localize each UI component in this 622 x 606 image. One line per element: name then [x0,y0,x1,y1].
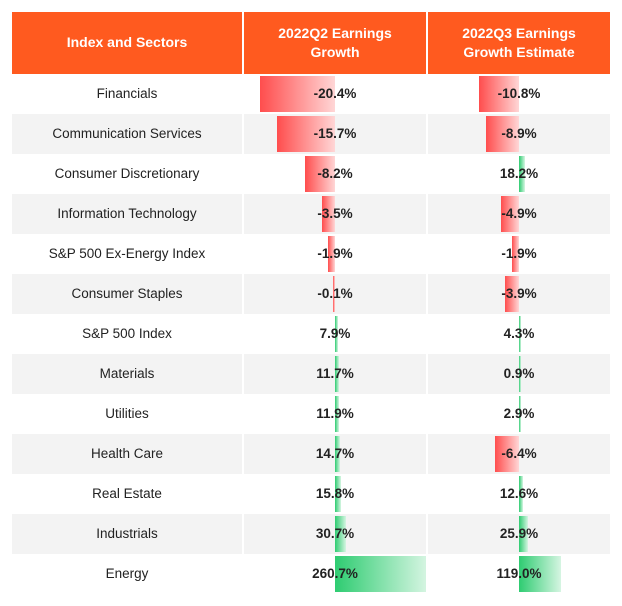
table-row: Real Estate 15.8% 12.6% [12,474,610,514]
sector-cell: S&P 500 Ex-Energy Index [12,234,242,274]
q2-cell: 14.7% [242,434,426,474]
sector-cell: Utilities [12,394,242,434]
q2-cell: 7.9% [242,314,426,354]
sector-cell: Financials [12,74,242,114]
sector-cell: Real Estate [12,474,242,514]
table-row: Consumer Staples -0.1% -3.9% [12,274,610,314]
q2-value: -15.7% [314,126,357,141]
q2-value: -8.2% [317,166,352,181]
header-q3: 2022Q3 Earnings Growth Estimate [426,12,610,74]
q3-value: -10.8% [498,86,541,101]
q2-cell: -20.4% [242,74,426,114]
header-sector: Index and Sectors [12,12,242,74]
q3-cell: -6.4% [426,434,610,474]
q3-value: -6.4% [501,446,536,461]
sector-cell: Health Care [12,434,242,474]
q2-cell: 11.7% [242,354,426,394]
q3-cell: 4.3% [426,314,610,354]
sector-cell: S&P 500 Index [12,314,242,354]
q3-cell: -4.9% [426,194,610,234]
sector-cell: Materials [12,354,242,394]
q3-value: 119.0% [496,566,541,581]
sector-cell: Energy [12,554,242,594]
table-row: S&P 500 Ex-Energy Index -1.9% -1.9% [12,234,610,274]
table-row: Consumer Discretionary -8.2% 18.2% [12,154,610,194]
q2-cell: -1.9% [242,234,426,274]
q2-value: 30.7% [316,526,354,541]
q3-value: -8.9% [501,126,536,141]
q3-value: -1.9% [501,246,536,261]
q3-cell: 119.0% [426,554,610,594]
table-row: Utilities 11.9% 2.9% [12,394,610,434]
q2-value: 11.9% [316,406,354,421]
table-row: Materials 11.7% 0.9% [12,354,610,394]
q2-value: 15.8% [316,486,354,501]
q3-value: -4.9% [501,206,536,221]
q2-value: 7.9% [320,326,351,341]
header-q2: 2022Q2 Earnings Growth [242,12,426,74]
q3-cell: -1.9% [426,234,610,274]
q3-value: 12.6% [500,486,538,501]
q2-cell: -8.2% [242,154,426,194]
table-body: Financials -20.4% -10.8% Communication Serv… [12,74,610,594]
q3-value: 25.9% [500,526,538,541]
table-row: Industrials 30.7% 25.9% [12,514,610,554]
sector-cell: Consumer Discretionary [12,154,242,194]
q3-value: 2.9% [504,406,535,421]
table-row: Information Technology -3.5% -4.9% [12,194,610,234]
q2-cell: 15.8% [242,474,426,514]
q3-cell: 2.9% [426,394,610,434]
q3-cell: -3.9% [426,274,610,314]
table-row: Financials -20.4% -10.8% [12,74,610,114]
q2-value: -0.1% [317,286,352,301]
q3-cell: -8.9% [426,114,610,154]
q2-value: 260.7% [312,566,358,581]
table-row: Energy 260.7% 119.0% [12,554,610,594]
q2-value: -3.5% [317,206,352,221]
sector-cell: Communication Services [12,114,242,154]
q3-value: -3.9% [501,286,536,301]
q3-cell: 12.6% [426,474,610,514]
q3-cell: 25.9% [426,514,610,554]
q2-value: -20.4% [314,86,357,101]
earnings-growth-table: Index and Sectors 2022Q2 Earnings Growth… [12,12,610,594]
sector-cell: Information Technology [12,194,242,234]
q3-cell: 0.9% [426,354,610,394]
sector-cell: Consumer Staples [12,274,242,314]
q2-cell: 30.7% [242,514,426,554]
q2-cell: 11.9% [242,394,426,434]
q2-cell: -0.1% [242,274,426,314]
sector-cell: Industrials [12,514,242,554]
q2-cell: 260.7% [242,554,426,594]
q2-cell: -15.7% [242,114,426,154]
table-row: Health Care 14.7% -6.4% [12,434,610,474]
table-row: Communication Services -15.7% -8.9% [12,114,610,154]
table-row: S&P 500 Index 7.9% 4.3% [12,314,610,354]
q2-value: 11.7% [316,366,354,381]
table-header: Index and Sectors 2022Q2 Earnings Growth… [12,12,610,74]
q2-value: 14.7% [316,446,354,461]
q3-cell: -10.8% [426,74,610,114]
q3-value: 18.2% [500,166,538,181]
q2-value: -1.9% [317,246,352,261]
q3-value: 0.9% [504,366,535,381]
q2-cell: -3.5% [242,194,426,234]
q3-value: 4.3% [504,326,535,341]
q3-cell: 18.2% [426,154,610,194]
